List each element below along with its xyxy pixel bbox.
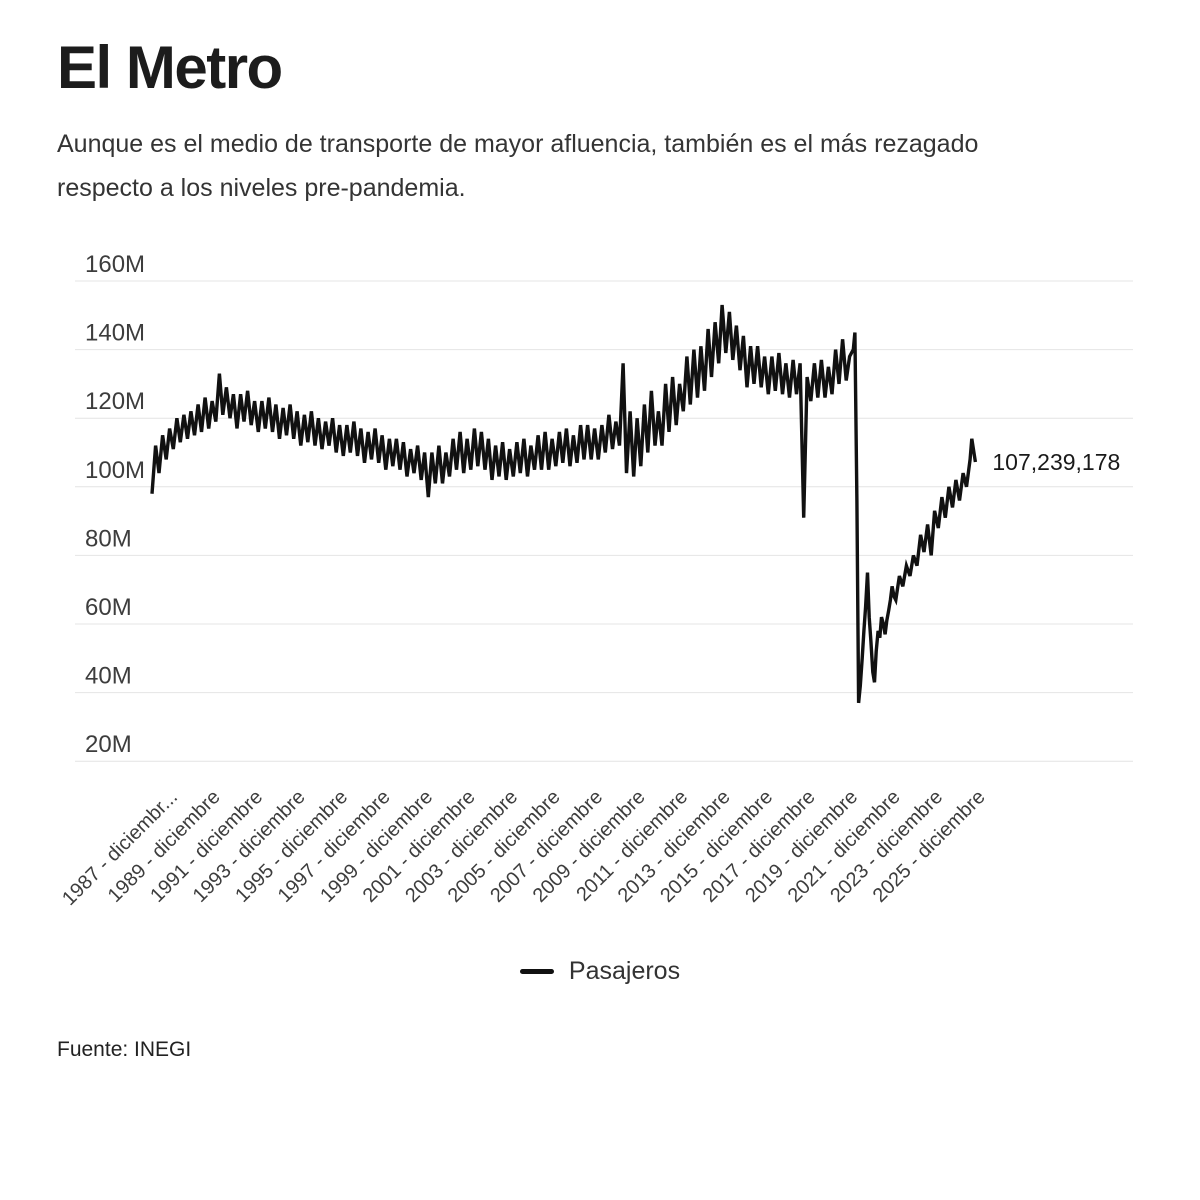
source-note: Fuente: INEGI <box>57 1038 192 1061</box>
y-tick-label: 160M <box>85 251 145 278</box>
legend-swatch-pasajeros <box>519 968 554 974</box>
legend: Pasajeros <box>0 953 1200 989</box>
y-tick-label: 120M <box>85 388 145 415</box>
y-tick-label: 40M <box>85 663 132 690</box>
y-tick-label: 80M <box>85 525 132 552</box>
y-tick-label: 20M <box>85 731 132 758</box>
pasajeros-series-line <box>150 304 978 704</box>
y-tick-label: 140M <box>85 320 145 347</box>
legend-label-pasajeros: Pasajeros <box>568 956 681 985</box>
y-tick-label: 60M <box>85 594 132 621</box>
chart-title: El Metro <box>57 34 283 101</box>
y-tick-label: 100M <box>85 457 145 484</box>
chart-subtitle: Aunque es el medio de transporte de mayo… <box>57 130 979 202</box>
latest-value-label: 107,239,178 <box>992 449 1120 475</box>
